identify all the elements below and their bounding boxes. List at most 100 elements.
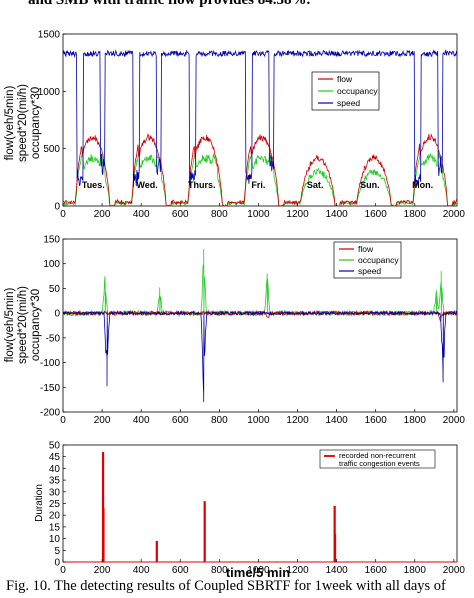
- legend-occupancy-label: occupancy: [337, 86, 378, 96]
- panel-1-traffic-series: 0 200 400 600 800 1000 1200 1400 1600 1800 2000 0 50…: [4, 30, 465, 221]
- panel-2-ticks: 0 200 400 600 800 1000 1200 1400 1600 1800 2000-20…: [40, 235, 465, 427]
- panel-3-xtick-label: 600: [172, 565, 189, 576]
- panel-2-ylabel-line-3: occupancy*30: [30, 289, 42, 361]
- panel-3-legend: recorded non-recurrent traffic congestio…: [319, 449, 436, 469]
- panel-2-ytick-label: 50: [49, 284, 61, 295]
- panel-3-xlabel: time/5 min: [226, 565, 290, 580]
- panel-3-ytick-label: 10: [49, 534, 61, 545]
- panel-2-ytick-label: 100: [43, 259, 60, 270]
- panel-3-congestion-events: 0 200 400 600 800 1000 1200 1400 1600 1800 2000051…: [34, 441, 465, 581]
- flow-series-line: [62, 133, 458, 208]
- panel-2-xtick-label: 1800: [404, 415, 427, 426]
- panel-1-xtick-label: 200: [94, 209, 111, 220]
- panel-2-ytick-label: -100: [40, 358, 60, 369]
- occupancy-series-line: [62, 150, 458, 208]
- panel-3-xtick-label: 1800: [404, 565, 427, 576]
- panel-3-ytick-label: 0: [54, 558, 60, 569]
- day-label: Wed.: [136, 180, 157, 190]
- panel-1-series-lines: [62, 49, 458, 208]
- legend-flow-label: flow: [337, 74, 353, 84]
- day-label: Thurs.: [188, 180, 216, 190]
- panel-2-ytick-label: -150: [40, 383, 60, 394]
- panel-1-ylabel-line-3: occupancy*30: [30, 87, 42, 159]
- legend-3-label-line-2: traffic congestion events: [339, 459, 420, 468]
- panel-2-xtick-label: 2000: [443, 415, 466, 426]
- panel-2-xtick-label: 600: [172, 415, 189, 426]
- panel-2-xtick-label: 1400: [325, 415, 348, 426]
- panel-3-ytick-label: 35: [49, 476, 61, 487]
- panel-1-xtick-label: 800: [211, 209, 228, 220]
- legend-speed-label: speed: [337, 98, 360, 108]
- panel-1-xtick-label: 400: [133, 209, 150, 220]
- panel-1-xtick-label: 1400: [325, 209, 348, 220]
- panel-2-xtick-label: 1000: [247, 415, 270, 426]
- panel-3-xtick-label: 1600: [365, 565, 388, 576]
- day-label: Sat.: [307, 180, 324, 190]
- panel-3-xtick-label: 2000: [443, 565, 466, 576]
- panel-2-ytick-label: -200: [40, 408, 60, 419]
- panel-3-ytick-label: 15: [49, 522, 61, 533]
- panel-1-ytick-label: 0: [54, 202, 60, 213]
- panel-3-event-bars: [63, 452, 457, 563]
- panel-3-ytick-label: 40: [49, 464, 61, 475]
- panel-1-xtick-label: 1600: [365, 209, 388, 220]
- panel-2-ytick-label: 150: [43, 235, 60, 246]
- panel-1-xtick-label: 600: [172, 209, 189, 220]
- panel-1-frame: [62, 33, 458, 207]
- legend-2-flow-label: flow: [358, 244, 374, 254]
- panel-2-legend: flow occupancy speed: [333, 241, 402, 279]
- panel-2-xtick-label: 400: [133, 415, 150, 426]
- panel-1-ytick-label: 1000: [38, 87, 61, 98]
- panel-2-xtick-label: 800: [211, 415, 228, 426]
- panel-1-xtick-label: 1200: [286, 209, 309, 220]
- panel-2-ytick-label: 0: [54, 309, 60, 320]
- panel-2-xtick-label: 200: [94, 415, 111, 426]
- panel-2-differences: 0 200 400 600 800 1000 1200 1400 1600 1800 2000-20…: [4, 235, 465, 427]
- panel-3-xtick-label: 400: [133, 565, 150, 576]
- panel-3-ytick-label: 5: [54, 546, 60, 557]
- panel-1-ylabel-line-1: flow(veh/5min): [4, 85, 16, 160]
- panel-1-ytick-label: 1500: [38, 30, 61, 41]
- panel-2-xtick-label: 0: [60, 415, 66, 426]
- panel-1-ylabel-line-2: speed*20(mi/h): [17, 84, 29, 162]
- panel-3-ytick-label: 20: [49, 511, 61, 522]
- panel-1-ticks: 0 200 400 600 800 1000 1200 1400 1600 1800 2000 0 50…: [38, 30, 466, 221]
- panel-3-ytick-label: 50: [49, 441, 61, 452]
- panel-1-xtick-label: 2000: [443, 209, 466, 220]
- panel-1-xtick-label: 1800: [404, 209, 427, 220]
- panel-3-xtick-label: 200: [94, 565, 111, 576]
- figure-caption: Fig. 10. The detecting results of Couple…: [6, 578, 446, 594]
- panel-3-ytick-label: 25: [49, 499, 61, 510]
- panel-1-xtick-label: 1000: [247, 209, 270, 220]
- panel-1-legend: flow occupancy speed: [311, 71, 380, 111]
- panel-1-xtick-label: 0: [60, 209, 66, 220]
- panel-3-ylabel: Duration: [34, 484, 45, 522]
- speed-residual-line: [62, 310, 458, 403]
- panel-3-ticks: 0 200 400 600 800 1000 1200 1400 1600 1800 2000051…: [49, 441, 466, 577]
- panel-2-series-lines: [62, 248, 458, 403]
- panel-3-xtick-label: 800: [211, 565, 228, 576]
- panel-3-xtick-label: 1000: [247, 565, 270, 576]
- day-label: Fri.: [251, 180, 265, 190]
- panel-1-ytick-label: 500: [43, 144, 60, 155]
- panel-2-frame: [62, 238, 458, 413]
- speed-series-line: [62, 49, 458, 188]
- day-label: Tues.: [82, 180, 105, 190]
- day-label: Mon.: [412, 180, 433, 190]
- legend-2-occupancy-label: occupancy: [358, 255, 399, 265]
- panel-3-ytick-label: 45: [49, 452, 61, 463]
- panel-2-ylabel-line-2: speed*20(mi/h): [17, 286, 29, 364]
- day-label: Sun.: [360, 180, 380, 190]
- panel-2-xtick-label: 1200: [286, 415, 309, 426]
- header-text: and SMB with traffic flow provides 84.38…: [28, 0, 311, 8]
- panel-2-ytick-label: -50: [46, 333, 61, 344]
- panel-2-xtick-label: 1600: [365, 415, 388, 426]
- panel-3-xtick-label: 1200: [286, 565, 309, 576]
- panel-3-ytick-label: 30: [49, 487, 61, 498]
- panel-1-day-labels: Tues. Wed. Thurs. Fri. Sat. Sun. Mon.: [82, 180, 433, 190]
- legend-3-label-line-1: recorded non-recurrent: [339, 451, 417, 460]
- panel-3-xtick-label: 1400: [325, 565, 348, 576]
- panel-2-ylabel-line-1: flow(veh/5min): [4, 287, 16, 362]
- legend-2-speed-label: speed: [358, 266, 381, 276]
